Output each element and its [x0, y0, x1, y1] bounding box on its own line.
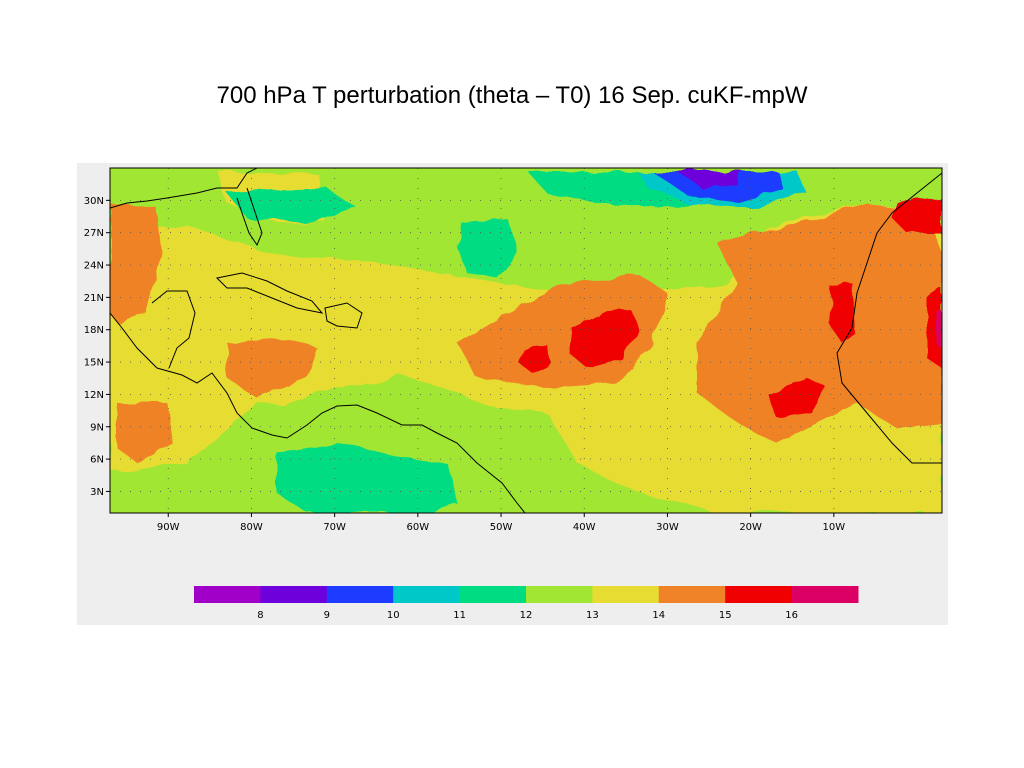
field-teal-florida — [227, 188, 357, 223]
colorbar-swatch — [658, 586, 726, 603]
lon-label: 60W — [407, 522, 430, 533]
colorbar-label: 13 — [586, 610, 599, 621]
colorbar: 8 9 10 11 12 13 14 15 16 — [194, 586, 859, 621]
lat-label: 6N — [90, 455, 104, 466]
contour-fills — [110, 171, 942, 513]
colorbar-swatch — [393, 586, 461, 603]
field-red-small — [519, 345, 552, 373]
colorbar-label: 8 — [257, 610, 263, 621]
colorbar-label: 15 — [719, 610, 732, 621]
field-teal-atlantic — [457, 218, 517, 278]
colorbar-label: 11 — [453, 610, 466, 621]
lon-label: 70W — [323, 522, 346, 533]
lat-label: 30N — [84, 196, 104, 207]
coastlines — [110, 168, 942, 513]
colorbar-swatch — [791, 586, 859, 603]
field-red-africa-north — [892, 198, 942, 233]
field-red-east — [927, 288, 942, 368]
latitude-axis: 30N 27N 24N 21N 18N 15N 12N 9N 6N 3N — [84, 196, 110, 498]
colorbar-swatch — [526, 586, 593, 603]
map-title: 700 hPa T perturbation (theta – T0) 16 S… — [216, 82, 808, 109]
lat-label: 3N — [90, 487, 104, 498]
lat-label: 18N — [84, 325, 104, 336]
lon-label: 10W — [823, 522, 846, 533]
coast-mexico — [110, 312, 526, 513]
field-orange-africa — [697, 203, 942, 443]
field-red-africa-south — [767, 378, 827, 418]
field-teal-south — [277, 443, 457, 513]
longitude-axis: 90W 80W 70W 60W 50W 40W 30W 20W 10W — [157, 513, 845, 533]
field-green-east — [547, 203, 767, 293]
map-panel: 30N 27N 24N 21N 18N 15N 12N 9N 6N 3N 90W 80W 70W 60W… — [77, 163, 948, 625]
lon-label: 40W — [573, 522, 596, 533]
coast-gulf — [110, 168, 258, 209]
coast-hispaniola — [324, 302, 363, 329]
colorbar-label: 14 — [652, 610, 665, 621]
lat-label: 9N — [90, 422, 104, 433]
map-field — [110, 168, 942, 513]
coast-africa — [836, 172, 942, 464]
lat-label: 15N — [84, 358, 104, 369]
colorbar-label: 12 — [520, 610, 533, 621]
lon-label: 30W — [656, 522, 679, 533]
field-red-africa-mid — [829, 283, 855, 343]
colorbar-swatch — [592, 586, 660, 603]
lat-label: 27N — [84, 228, 104, 239]
field-orange-west — [110, 203, 162, 323]
coast-cuba — [215, 272, 324, 314]
colorbar-swatch — [459, 586, 527, 603]
lat-label: 24N — [84, 261, 104, 272]
lat-label: 21N — [84, 293, 104, 304]
lon-label: 20W — [739, 522, 762, 533]
colorbar-swatch — [326, 586, 394, 603]
colorbar-swatch — [194, 586, 261, 603]
field-orange-southwest — [117, 403, 172, 463]
coast-florida — [236, 187, 263, 247]
colorbar-label: 10 — [387, 610, 400, 621]
lon-label: 50W — [490, 522, 513, 533]
lon-label: 80W — [240, 522, 263, 533]
map-frame — [109, 167, 943, 514]
coast-yucatan — [151, 290, 196, 369]
field-red-atlantic — [569, 311, 639, 368]
lon-label: 90W — [157, 522, 180, 533]
field-purple — [677, 171, 742, 188]
colorbar-swatch — [725, 586, 793, 603]
field-orange-central — [227, 338, 317, 398]
colorbar-label: 16 — [785, 610, 798, 621]
colorbar-swatch — [260, 586, 328, 603]
colorbar-label: 9 — [324, 610, 330, 621]
field-magenta-east — [935, 311, 942, 348]
temperature-map: 30N 27N 24N 21N 18N 15N 12N 9N 6N 3N 90W 80W 70W 60W… — [84, 167, 943, 621]
lat-label: 12N — [84, 390, 104, 401]
